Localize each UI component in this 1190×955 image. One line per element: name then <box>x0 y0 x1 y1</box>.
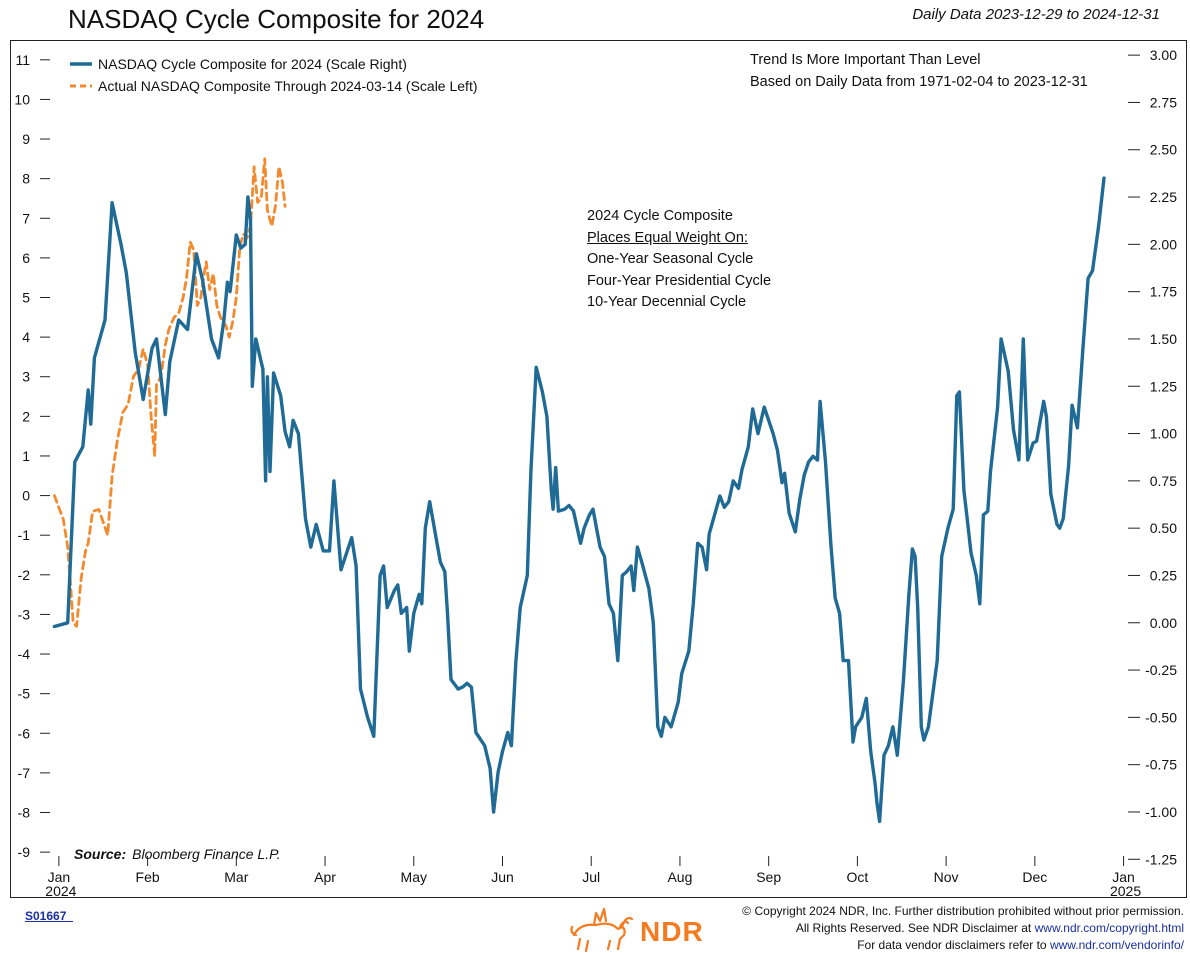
left-tick-label: -3 <box>18 606 31 622</box>
source-note: Source: Bloomberg Finance L.P. <box>74 846 281 862</box>
left-tick-label: -7 <box>18 765 31 781</box>
composite-note-heading: 2024 Cycle Composite <box>587 208 733 224</box>
composite-note-subheading: Places Equal Weight On: <box>587 229 748 246</box>
legend-label-actual: Actual NASDAQ Composite Through 2024-03-… <box>98 78 478 94</box>
right-tick-label: -1.00 <box>1145 804 1177 820</box>
left-tick-label: 2 <box>22 408 30 424</box>
right-tick-label: 2.75 <box>1150 94 1177 110</box>
right-tick-label: 2.25 <box>1150 189 1177 205</box>
composite-note: 2024 Cycle Composite Places Equal Weight… <box>587 206 771 314</box>
composite-series-line <box>52 176 1106 824</box>
right-tick-label: 3.00 <box>1150 47 1177 63</box>
chart-frame <box>10 40 1187 898</box>
x-tick-label: Oct <box>847 869 869 885</box>
x-tick-label: Jan <box>1112 869 1135 885</box>
left-tick-label: 5 <box>22 290 30 306</box>
chart-title: NASDAQ Cycle Composite for 2024 <box>68 4 485 34</box>
x-tick-year-label: 2025 <box>1110 883 1141 899</box>
x-tick-year-label: 2024 <box>45 883 76 899</box>
vendor-text: For data vendor disclaimers refer to <box>857 938 1050 952</box>
legend-label-composite: NASDAQ Cycle Composite for 2024 (Scale R… <box>98 56 407 72</box>
trend-note-line-1: Trend Is More Important Than Level <box>750 52 981 68</box>
series-lines <box>52 157 1106 824</box>
x-tick-label: Sep <box>756 869 781 885</box>
right-tick-label: 0.00 <box>1150 615 1177 631</box>
rights-line: All Rights Reserved. See NDR Disclaimer … <box>742 920 1184 937</box>
x-tick-label: Aug <box>667 869 692 885</box>
left-tick-label: 4 <box>22 329 30 345</box>
x-tick-label: Jun <box>491 869 514 885</box>
left-tick-label: -9 <box>18 844 31 860</box>
right-tick-label: 0.25 <box>1150 567 1177 583</box>
left-tick-label: -8 <box>18 805 31 821</box>
trend-note-line-2: Based on Daily Data from 1971-02-04 to 2… <box>750 73 1088 90</box>
left-tick-label: 1 <box>22 448 30 464</box>
composite-note-decennial: 10-Year Decennial Cycle <box>587 294 747 310</box>
vendor-line: For data vendor disclaimers refer to www… <box>742 937 1184 954</box>
right-tick-label: 1.25 <box>1150 378 1177 394</box>
left-tick-label: 11 <box>15 52 30 68</box>
ndr-logo-text: NDR <box>640 916 704 947</box>
x-tick-label: Jan <box>48 869 71 885</box>
legend: NASDAQ Cycle Composite for 2024 (Scale R… <box>70 56 478 94</box>
left-tick-label: 0 <box>22 488 30 504</box>
right-tick-label: -0.50 <box>1145 709 1177 725</box>
copyright-line: © Copyright 2024 NDR, Inc. Further distr… <box>742 904 1184 918</box>
right-tick-label: 1.00 <box>1150 426 1177 442</box>
date-range-label: Daily Data 2023-12-29 to 2024-12-31 <box>912 6 1160 23</box>
x-tick-label: Apr <box>314 869 336 885</box>
right-tick-label: 0.75 <box>1150 473 1177 489</box>
trend-note: Trend Is More Important Than Level Based… <box>750 50 1088 93</box>
source-value: Bloomberg Finance L.P. <box>132 846 281 862</box>
left-tick-label: -5 <box>18 686 31 702</box>
x-tick-label: Jul <box>582 869 600 885</box>
ndr-bull-logo-icon <box>570 907 634 953</box>
right-tick-label: 0.50 <box>1150 520 1177 536</box>
left-tick-label: 9 <box>22 131 30 147</box>
actual-nasdaq-series-line <box>53 157 287 628</box>
right-tick-label: -1.25 <box>1145 851 1177 867</box>
right-tick-label: 2.00 <box>1150 236 1177 252</box>
x-tick-label: Dec <box>1022 869 1047 885</box>
left-tick-label: 3 <box>22 369 30 385</box>
right-tick-label: 2.50 <box>1150 142 1177 158</box>
left-tick-label: -1 <box>18 527 31 543</box>
x-tick-label: May <box>401 869 427 885</box>
composite-note-seasonal: One-Year Seasonal Cycle <box>587 251 754 267</box>
left-tick-label: 10 <box>14 91 30 107</box>
x-tick-label: Nov <box>934 869 959 885</box>
left-tick-label: 6 <box>22 250 30 266</box>
chart-code-link[interactable]: S01667 <box>25 909 74 923</box>
copyright-link[interactable]: www.ndr.com/copyright.html <box>1034 921 1184 935</box>
left-tick-label: 7 <box>22 210 30 226</box>
right-tick-label: -0.75 <box>1145 757 1177 773</box>
source-label: Source: <box>74 846 127 862</box>
copyright-block: © Copyright 2024 NDR, Inc. Further distr… <box>742 903 1184 954</box>
left-tick-label: -2 <box>18 567 31 583</box>
composite-note-presidential: Four-Year Presidential Cycle <box>587 272 772 289</box>
left-tick-label: -4 <box>18 646 31 662</box>
left-tick-label: -6 <box>18 725 31 741</box>
right-tick-label: 1.75 <box>1150 284 1177 300</box>
left-tick-label: 8 <box>22 171 30 187</box>
right-tick-label: -0.25 <box>1145 662 1177 678</box>
rights-text: All Rights Reserved. See NDR Disclaimer … <box>795 921 1035 935</box>
x-tick-label: Feb <box>136 869 160 885</box>
x-tick-label: Mar <box>224 869 248 885</box>
vendor-info-link[interactable]: www.ndr.com/vendorinfo/ <box>1049 938 1184 952</box>
right-axis: 3.00 2.75 2.50 2.25 2.00 1.75 1.50 1.25 1.00 0.75… <box>1128 47 1177 867</box>
right-tick-label: 1.50 <box>1150 331 1177 347</box>
